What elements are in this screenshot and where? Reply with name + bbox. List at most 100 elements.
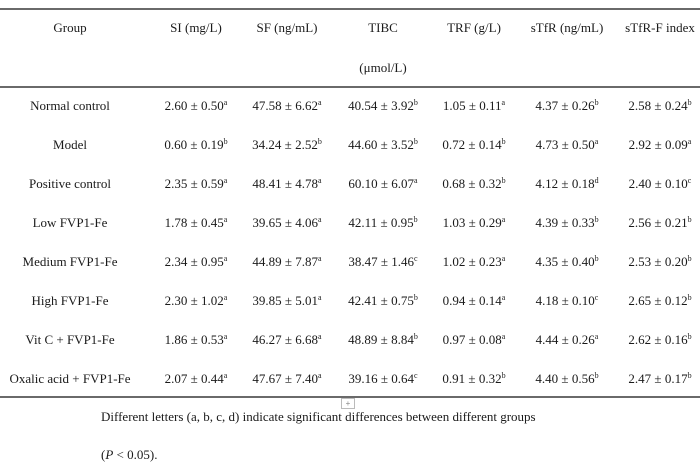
significance-letter: b [594, 371, 599, 380]
cell-value: 40.54 ± 3.92 [348, 98, 414, 113]
significance-letter: b [413, 332, 418, 341]
row-group-label: High FVP1-Fe [31, 293, 109, 308]
table-cell: 4.39 ± 0.33b [535, 215, 598, 231]
significance-letter: a [318, 332, 322, 341]
cell-value: 1.86 ± 0.53 [164, 332, 224, 347]
cell-value: 46.27 ± 6.68 [252, 332, 319, 347]
significance-letter: b [413, 137, 418, 146]
significance-letter: b [687, 215, 692, 224]
table-cell: 4.44 ± 0.26a [536, 332, 599, 348]
significance-letter: a [318, 371, 322, 380]
cell-value: 42.41 ± 0.75 [348, 293, 414, 308]
significance-letter: b [687, 254, 692, 263]
significance-letter: a [414, 176, 418, 185]
cell-value: 2.56 ± 0.21 [628, 215, 688, 230]
cell-value: 1.78 ± 0.45 [164, 215, 224, 230]
table-cell: 48.41 ± 4.78a [252, 176, 321, 192]
row-group-label: Model [53, 137, 87, 152]
cell-value: 2.92 ± 0.09 [628, 137, 688, 152]
column-header: TIBC [368, 20, 398, 35]
table-cell: 39.65 ± 4.06a [252, 215, 321, 231]
cell-value: 47.67 ± 7.40 [252, 371, 319, 386]
cell-value: 2.65 ± 0.12 [628, 293, 688, 308]
cell-value: 2.40 ± 0.10 [628, 176, 688, 191]
cell-value: 44.60 ± 3.52 [348, 137, 414, 152]
table-cell: 4.40 ± 0.56b [535, 371, 598, 387]
table-cell: 2.30 ± 1.02a [165, 293, 228, 309]
significance-letter: a [223, 254, 228, 263]
table-cell: 0.94 ± 0.14a [443, 293, 506, 309]
significance-letter: a [594, 137, 599, 146]
footnote-line-2: (P < 0.05). [101, 447, 157, 463]
column-header: TRF (g/L) [447, 20, 501, 35]
significance-letter: a [501, 293, 506, 302]
table-cell: 1.03 ± 0.29a [443, 215, 506, 231]
cell-value: 4.18 ± 0.10 [535, 293, 595, 308]
table-cell: 44.89 ± 7.87a [252, 254, 321, 270]
cell-value: 0.60 ± 0.19 [164, 137, 224, 152]
cell-value: 2.60 ± 0.50 [164, 98, 224, 113]
table-cell: 0.68 ± 0.32b [442, 176, 505, 192]
significance-letter: b [594, 215, 599, 224]
plus-icon[interactable]: + [341, 398, 355, 409]
significance-letter: b [501, 137, 506, 146]
table-cell: 60.10 ± 6.07a [348, 176, 417, 192]
significance-letter: a [501, 254, 506, 263]
cell-value: 47.58 ± 6.62 [252, 98, 319, 113]
cell-value: 0.97 ± 0.08 [442, 332, 502, 347]
significance-letter: a [318, 254, 322, 263]
table-cell: 4.35 ± 0.40b [535, 254, 598, 270]
row-group-label: Oxalic acid + FVP1-Fe [9, 371, 131, 386]
significance-letter: a [501, 98, 506, 107]
significance-letter: b [413, 98, 418, 107]
table-cell: 39.16 ± 0.64c [348, 371, 417, 387]
table-cell: 4.37 ± 0.26b [535, 98, 598, 114]
cell-value: 39.85 ± 5.01 [252, 293, 319, 308]
column-header-unit: (μmol/L) [359, 60, 407, 75]
cell-value: 4.35 ± 0.40 [535, 254, 595, 269]
cell-value: 39.65 ± 4.06 [252, 215, 319, 230]
table-cell: 2.35 ± 0.59a [165, 176, 228, 192]
significance-letter: a [223, 332, 228, 341]
cell-value: 60.10 ± 6.07 [348, 176, 415, 191]
table-cell: 48.89 ± 8.84b [348, 332, 418, 348]
cell-value: 2.35 ± 0.59 [164, 176, 224, 191]
table-cell: 42.11 ± 0.95b [348, 215, 417, 231]
table-cell: 0.72 ± 0.14b [442, 137, 505, 153]
significance-letter: b [317, 137, 322, 146]
significance-letter: a [501, 332, 506, 341]
cell-value: 2.07 ± 0.44 [164, 371, 224, 386]
table-cell: 34.24 ± 2.52b [252, 137, 322, 153]
cell-value: 4.12 ± 0.18 [535, 176, 595, 191]
significance-letter: b [501, 371, 506, 380]
table-cell: 4.73 ± 0.50a [536, 137, 599, 153]
cell-value: 4.39 ± 0.33 [535, 215, 595, 230]
table-cell: 1.78 ± 0.45a [165, 215, 228, 231]
column-header: sTfR (ng/mL) [530, 20, 604, 35]
cell-value: 2.58 ± 0.24 [628, 98, 688, 113]
significance-letter: c [414, 371, 418, 380]
significance-letter: b [413, 293, 418, 302]
significance-letter: c [414, 254, 418, 263]
table-cell: 2.62 ± 0.16b [628, 332, 691, 348]
significance-letter: b [594, 254, 599, 263]
significance-letter: a [223, 293, 228, 302]
cell-value: 0.68 ± 0.32 [442, 176, 502, 191]
table-cell: 46.27 ± 6.68a [252, 332, 321, 348]
significance-letter: a [223, 371, 228, 380]
table-cell: 2.53 ± 0.20b [628, 254, 691, 270]
top-rule [0, 8, 700, 10]
table-cell: 2.65 ± 0.12b [628, 293, 691, 309]
cell-value: 4.44 ± 0.26 [535, 332, 595, 347]
significance-letter: c [687, 176, 692, 185]
cell-value: 4.73 ± 0.50 [535, 137, 595, 152]
bottom-rule [0, 396, 700, 398]
table-cell: 1.86 ± 0.53a [165, 332, 228, 348]
table-cell: 2.56 ± 0.21b [628, 215, 691, 231]
significance-letter: a [318, 215, 322, 224]
cell-value: 0.72 ± 0.14 [442, 137, 502, 152]
cell-value: 1.05 ± 0.11 [442, 98, 502, 113]
cell-value: 42.11 ± 0.95 [348, 215, 414, 230]
significance-letter: b [594, 98, 599, 107]
cell-value: 44.89 ± 7.87 [252, 254, 319, 269]
